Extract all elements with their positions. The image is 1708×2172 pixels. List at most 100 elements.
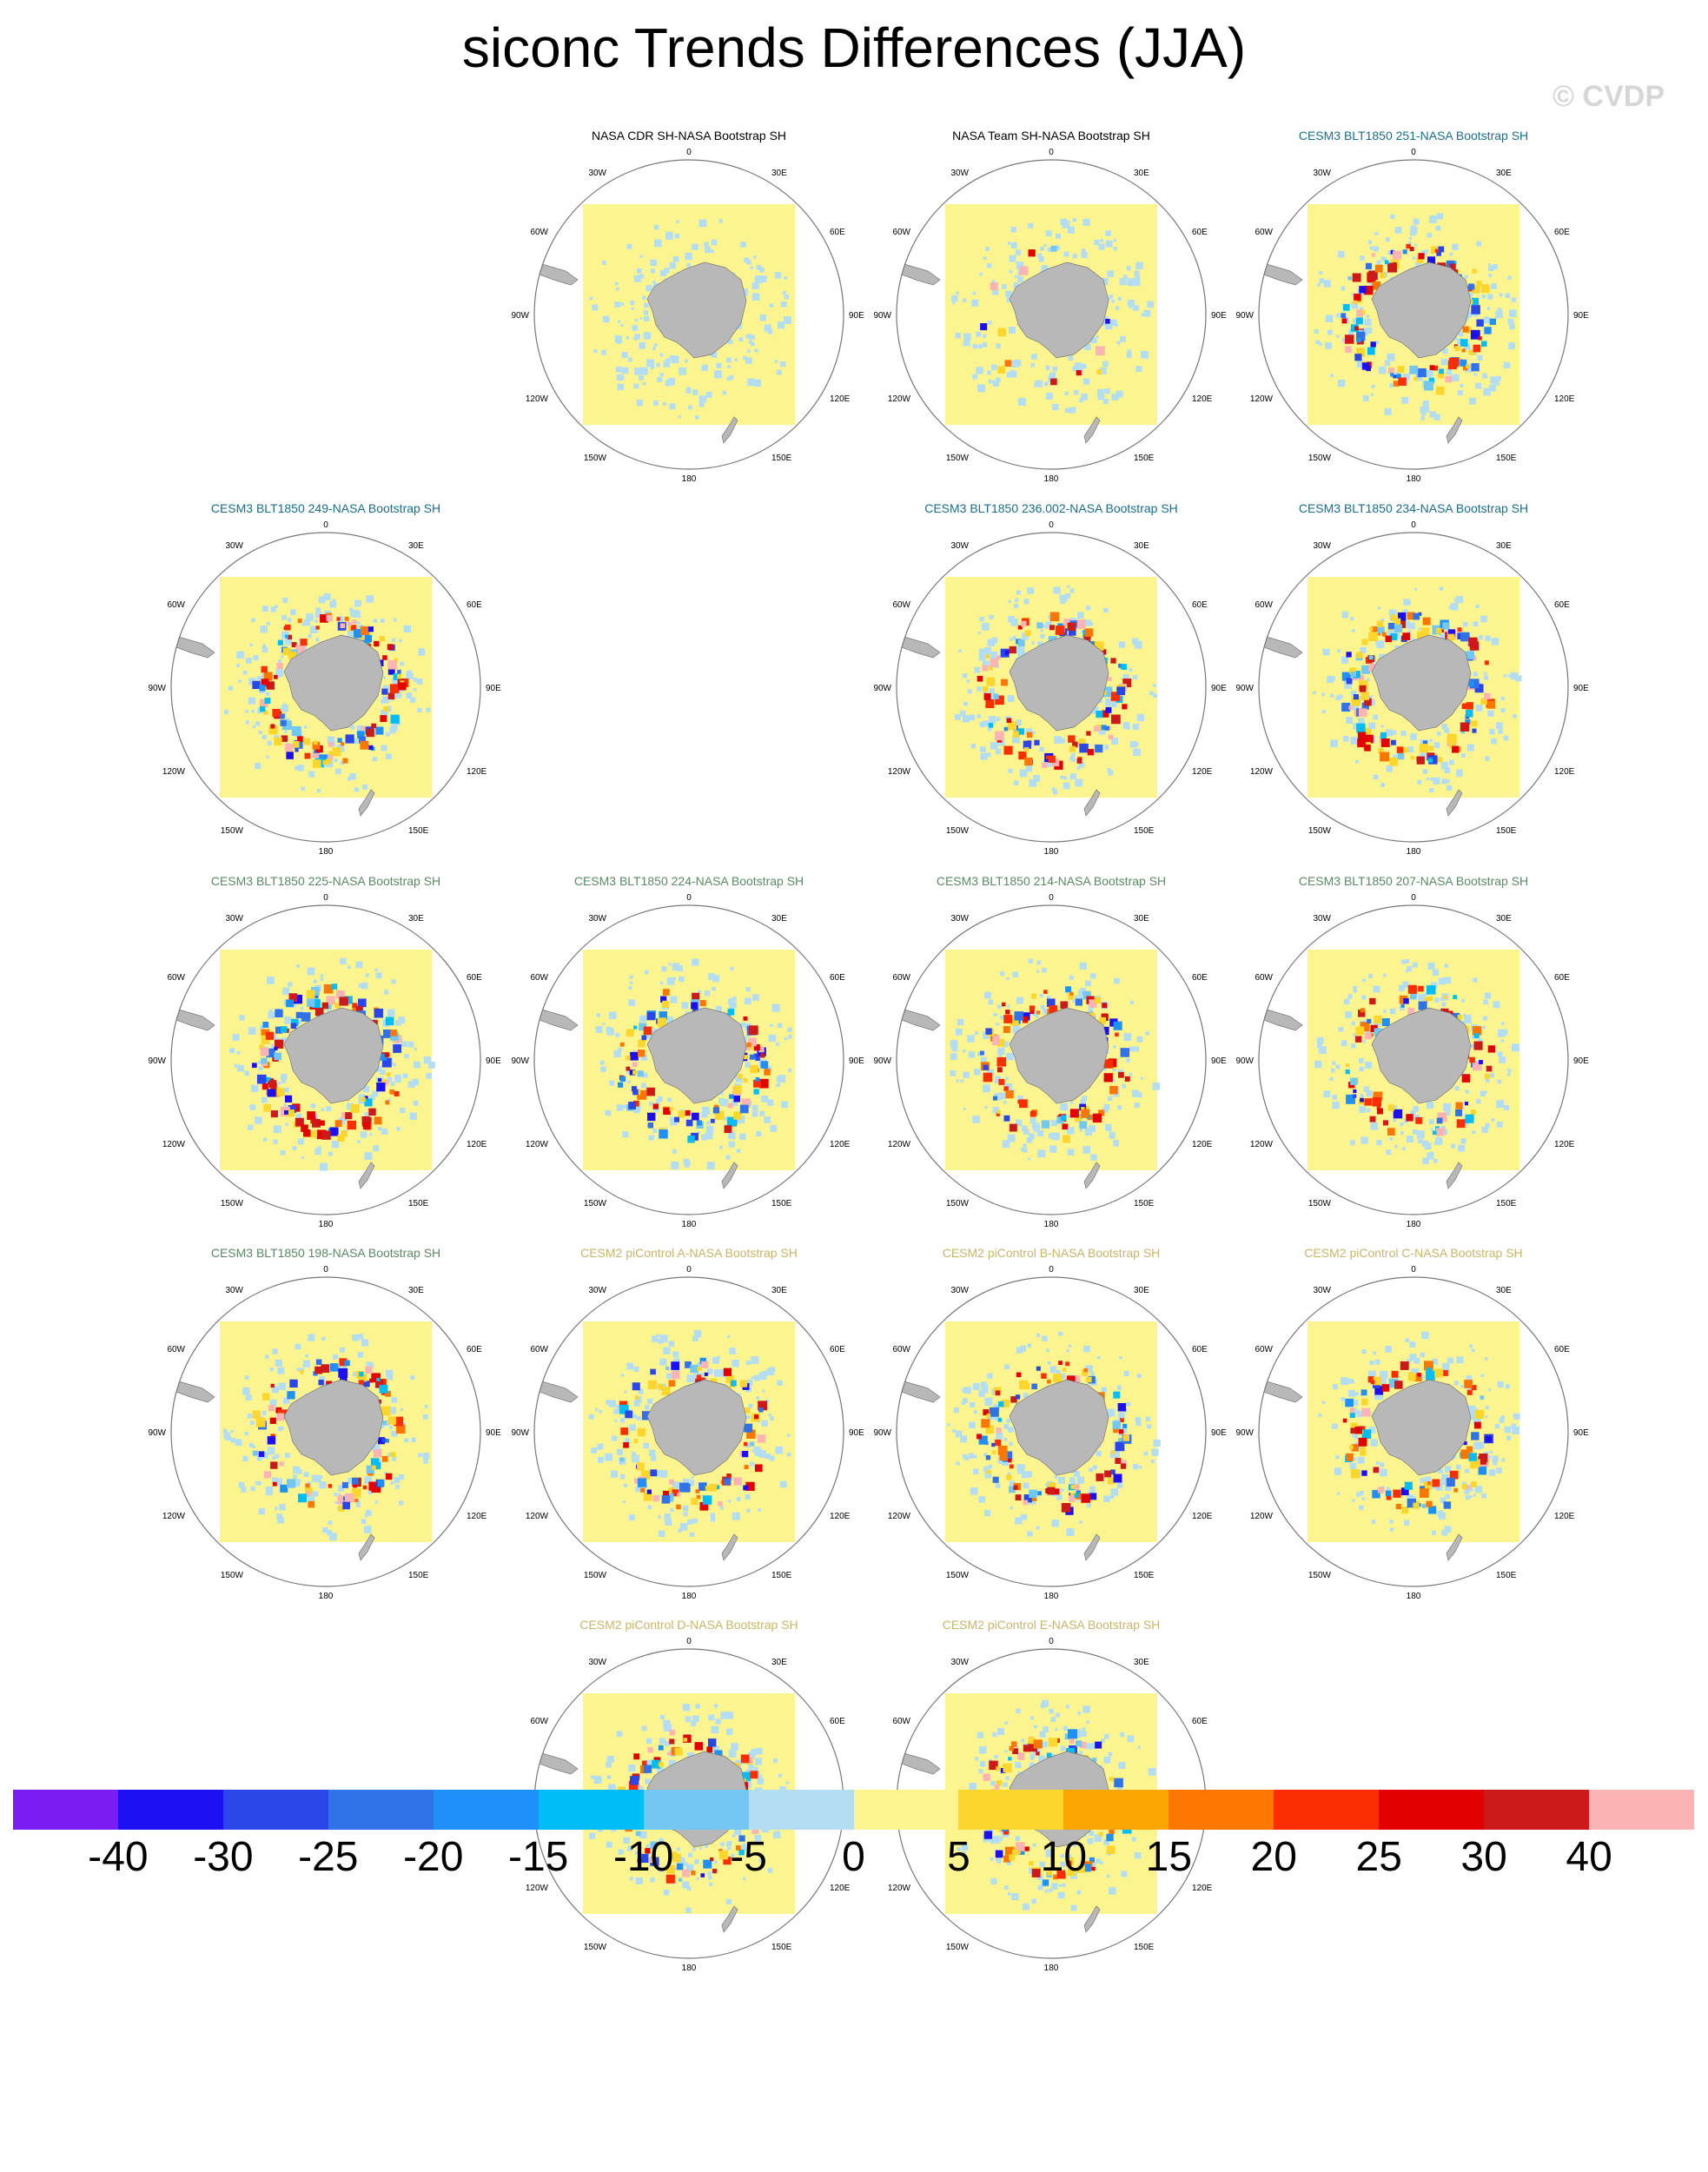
lon-label-120e: 120E — [1554, 394, 1575, 404]
antarctica-landmass — [283, 1379, 384, 1476]
map-panel: CESM3 BLT1850 249-NASA Bootstrap SH 0 180 9… — [143, 501, 508, 875]
lon-label-180: 180 — [682, 1592, 697, 1601]
lon-label-90w: 90W — [148, 1428, 166, 1438]
lon-label-30w: 30W — [950, 1286, 969, 1295]
map-panel: CESM2 piControl C-NASA Bootstrap SH 0 180 9… — [1231, 1246, 1596, 1619]
colorbar-tick-label: -30 — [193, 1834, 254, 1880]
lon-label-30e: 30E — [771, 1658, 787, 1667]
map-boundary — [170, 1276, 481, 1587]
lon-label-90w: 90W — [873, 684, 891, 693]
antarctica-landmass — [646, 262, 747, 359]
antarctica-landmass — [646, 1379, 747, 1476]
lon-label-30e: 30E — [771, 169, 787, 178]
panel-title: CESM3 BLT1850 234-NASA Bootstrap SH — [1298, 501, 1529, 515]
lon-label-90e: 90E — [1573, 311, 1589, 321]
lon-label-90e: 90E — [486, 1428, 501, 1438]
lon-label-30e: 30E — [408, 541, 424, 551]
lon-label-90w: 90W — [873, 1428, 891, 1438]
lon-label-90w: 90W — [873, 311, 891, 321]
new-zealand-landmass — [358, 1533, 375, 1561]
colorbar-tick-label: 5 — [947, 1834, 970, 1880]
lon-label-120w: 120W — [526, 1884, 549, 1893]
panel-title: CESM3 BLT1850 225-NASA Bootstrap SH — [210, 874, 441, 888]
lon-label-120w: 120W — [888, 1140, 911, 1149]
antarctica-landmass — [1009, 1007, 1109, 1104]
lon-label-120e: 120E — [467, 1512, 487, 1521]
lon-label-120w: 120W — [526, 394, 549, 404]
lon-label-60w: 60W — [530, 1345, 548, 1354]
polar-map: 0 180 90W 90E 30W 60W 30E 60E 120W 150W 120E 150E — [1235, 148, 1589, 484]
new-zealand-landmass — [1446, 416, 1463, 444]
lon-label-60w: 60W — [892, 600, 910, 610]
lon-label-120w: 120W — [162, 1512, 186, 1521]
lon-label-60e: 60E — [830, 1345, 845, 1354]
lon-label-90e: 90E — [1211, 1428, 1227, 1438]
lon-label-90e: 90E — [1211, 311, 1227, 321]
lon-label-90w: 90W — [1235, 684, 1254, 693]
map-panel: CESM3 BLT1850 236.002-NASA Bootstrap SH 0… — [869, 501, 1234, 875]
polar-map: 0 180 90W 90E 30W 60W 30E 60E 120W 150W 120E 150E — [148, 1265, 501, 1601]
lon-label-30w: 30W — [1313, 914, 1331, 924]
panel-title: CESM3 BLT1850 198-NASA Bootstrap SH — [210, 1246, 441, 1260]
lon-label-180: 180 — [1407, 1220, 1421, 1229]
lon-label-150e: 150E — [1134, 826, 1155, 836]
lon-label-60e: 60E — [1554, 228, 1570, 237]
lon-label-180: 180 — [1044, 1963, 1059, 1973]
lon-label-180: 180 — [1407, 474, 1421, 484]
lon-label-30e: 30E — [408, 1286, 424, 1295]
colorbar-tick-label: 10 — [1040, 1834, 1088, 1880]
lon-label-150e: 150E — [1496, 454, 1517, 463]
new-zealand-landmass — [1446, 1162, 1463, 1189]
lon-label-120e: 120E — [1554, 1512, 1575, 1521]
lon-label-60w: 60W — [530, 1717, 548, 1726]
lon-label-150e: 150E — [1134, 1571, 1155, 1580]
polar-map: 0 180 90W 90E 30W 60W 30E 60E 120W 150W 120E 150E — [511, 1265, 864, 1601]
new-zealand-landmass — [721, 1905, 738, 1933]
new-zealand-landmass — [358, 789, 375, 817]
lon-label-180: 180 — [682, 1963, 697, 1973]
panel-title: CESM2 piControl C-NASA Bootstrap SH — [1304, 1246, 1523, 1260]
lon-label-120e: 120E — [1192, 394, 1213, 404]
lon-label-150e: 150E — [1496, 826, 1517, 836]
polar-map: 0 180 90W 90E 30W 60W 30E 60E 120W 150W 120E 150E — [148, 893, 501, 1229]
colorbar-swatch — [1484, 1790, 1590, 1830]
colorbar-swatch — [1589, 1790, 1694, 1830]
map-panel: CESM3 BLT1850 234-NASA Bootstrap SH 0 180 9… — [1231, 501, 1596, 875]
lon-label-60w: 60W — [892, 228, 910, 237]
lon-label-0: 0 — [686, 148, 692, 157]
lon-label-60w: 60W — [530, 973, 548, 983]
polar-map: 0 180 90W 90E 30W 60W 30E 60E 120W 150W 120E 150E — [1235, 1265, 1589, 1601]
map-boundary — [1258, 904, 1569, 1215]
lon-label-150e: 150E — [408, 1571, 429, 1580]
map-panel: CESM3 BLT1850 224-NASA Bootstrap SH 0 180 9… — [506, 874, 871, 1248]
map-boundary — [1258, 159, 1569, 470]
lon-label-120e: 120E — [467, 767, 487, 777]
lon-label-90w: 90W — [511, 1428, 529, 1438]
lon-label-120e: 120E — [1192, 1140, 1213, 1149]
lon-label-120w: 120W — [888, 767, 911, 777]
lon-label-150e: 150E — [1134, 1199, 1155, 1209]
lon-label-90w: 90W — [148, 1056, 166, 1066]
panel-title: CESM3 BLT1850 224-NASA Bootstrap SH — [573, 874, 804, 888]
lon-label-150e: 150E — [771, 454, 792, 463]
colorbar-tick-label: -5 — [730, 1834, 767, 1880]
panel-title: CESM2 piControl A-NASA Bootstrap SH — [580, 1246, 798, 1260]
lon-label-150w: 150W — [584, 1199, 607, 1209]
polar-map: 0 180 90W 90E 30W 60W 30E 60E 120W 150W 120E 150E — [148, 520, 501, 857]
map-panel: CESM3 BLT1850 251-NASA Bootstrap SH 0 180 9… — [1231, 129, 1596, 502]
polar-map: 0 180 90W 90E 30W 60W 30E 60E 120W 150W 120E 150E — [873, 520, 1227, 857]
lon-label-60w: 60W — [892, 1717, 910, 1726]
panel-title: NASA Team SH-NASA Bootstrap SH — [952, 129, 1150, 142]
lon-label-90w: 90W — [148, 684, 166, 693]
map-panel: CESM2 piControl B-NASA Bootstrap SH 0 180 9… — [869, 1246, 1234, 1619]
colorbar-tick-label: 40 — [1566, 1834, 1612, 1880]
panel-title: CESM3 BLT1850 249-NASA Bootstrap SH — [210, 501, 441, 515]
lon-label-0: 0 — [323, 520, 328, 530]
panel-title: CESM3 BLT1850 236.002-NASA Bootstrap SH — [924, 501, 1178, 515]
colorbar-swatch — [853, 1790, 959, 1830]
polar-map: 0 180 90W 90E 30W 60W 30E 60E 120W 150W 120E 150E — [873, 1265, 1227, 1601]
new-zealand-landmass — [1083, 789, 1101, 817]
lon-label-60w: 60W — [530, 228, 548, 237]
lon-label-0: 0 — [323, 893, 328, 903]
figure-title: siconc Trends Differences (JJA) — [461, 17, 1247, 79]
